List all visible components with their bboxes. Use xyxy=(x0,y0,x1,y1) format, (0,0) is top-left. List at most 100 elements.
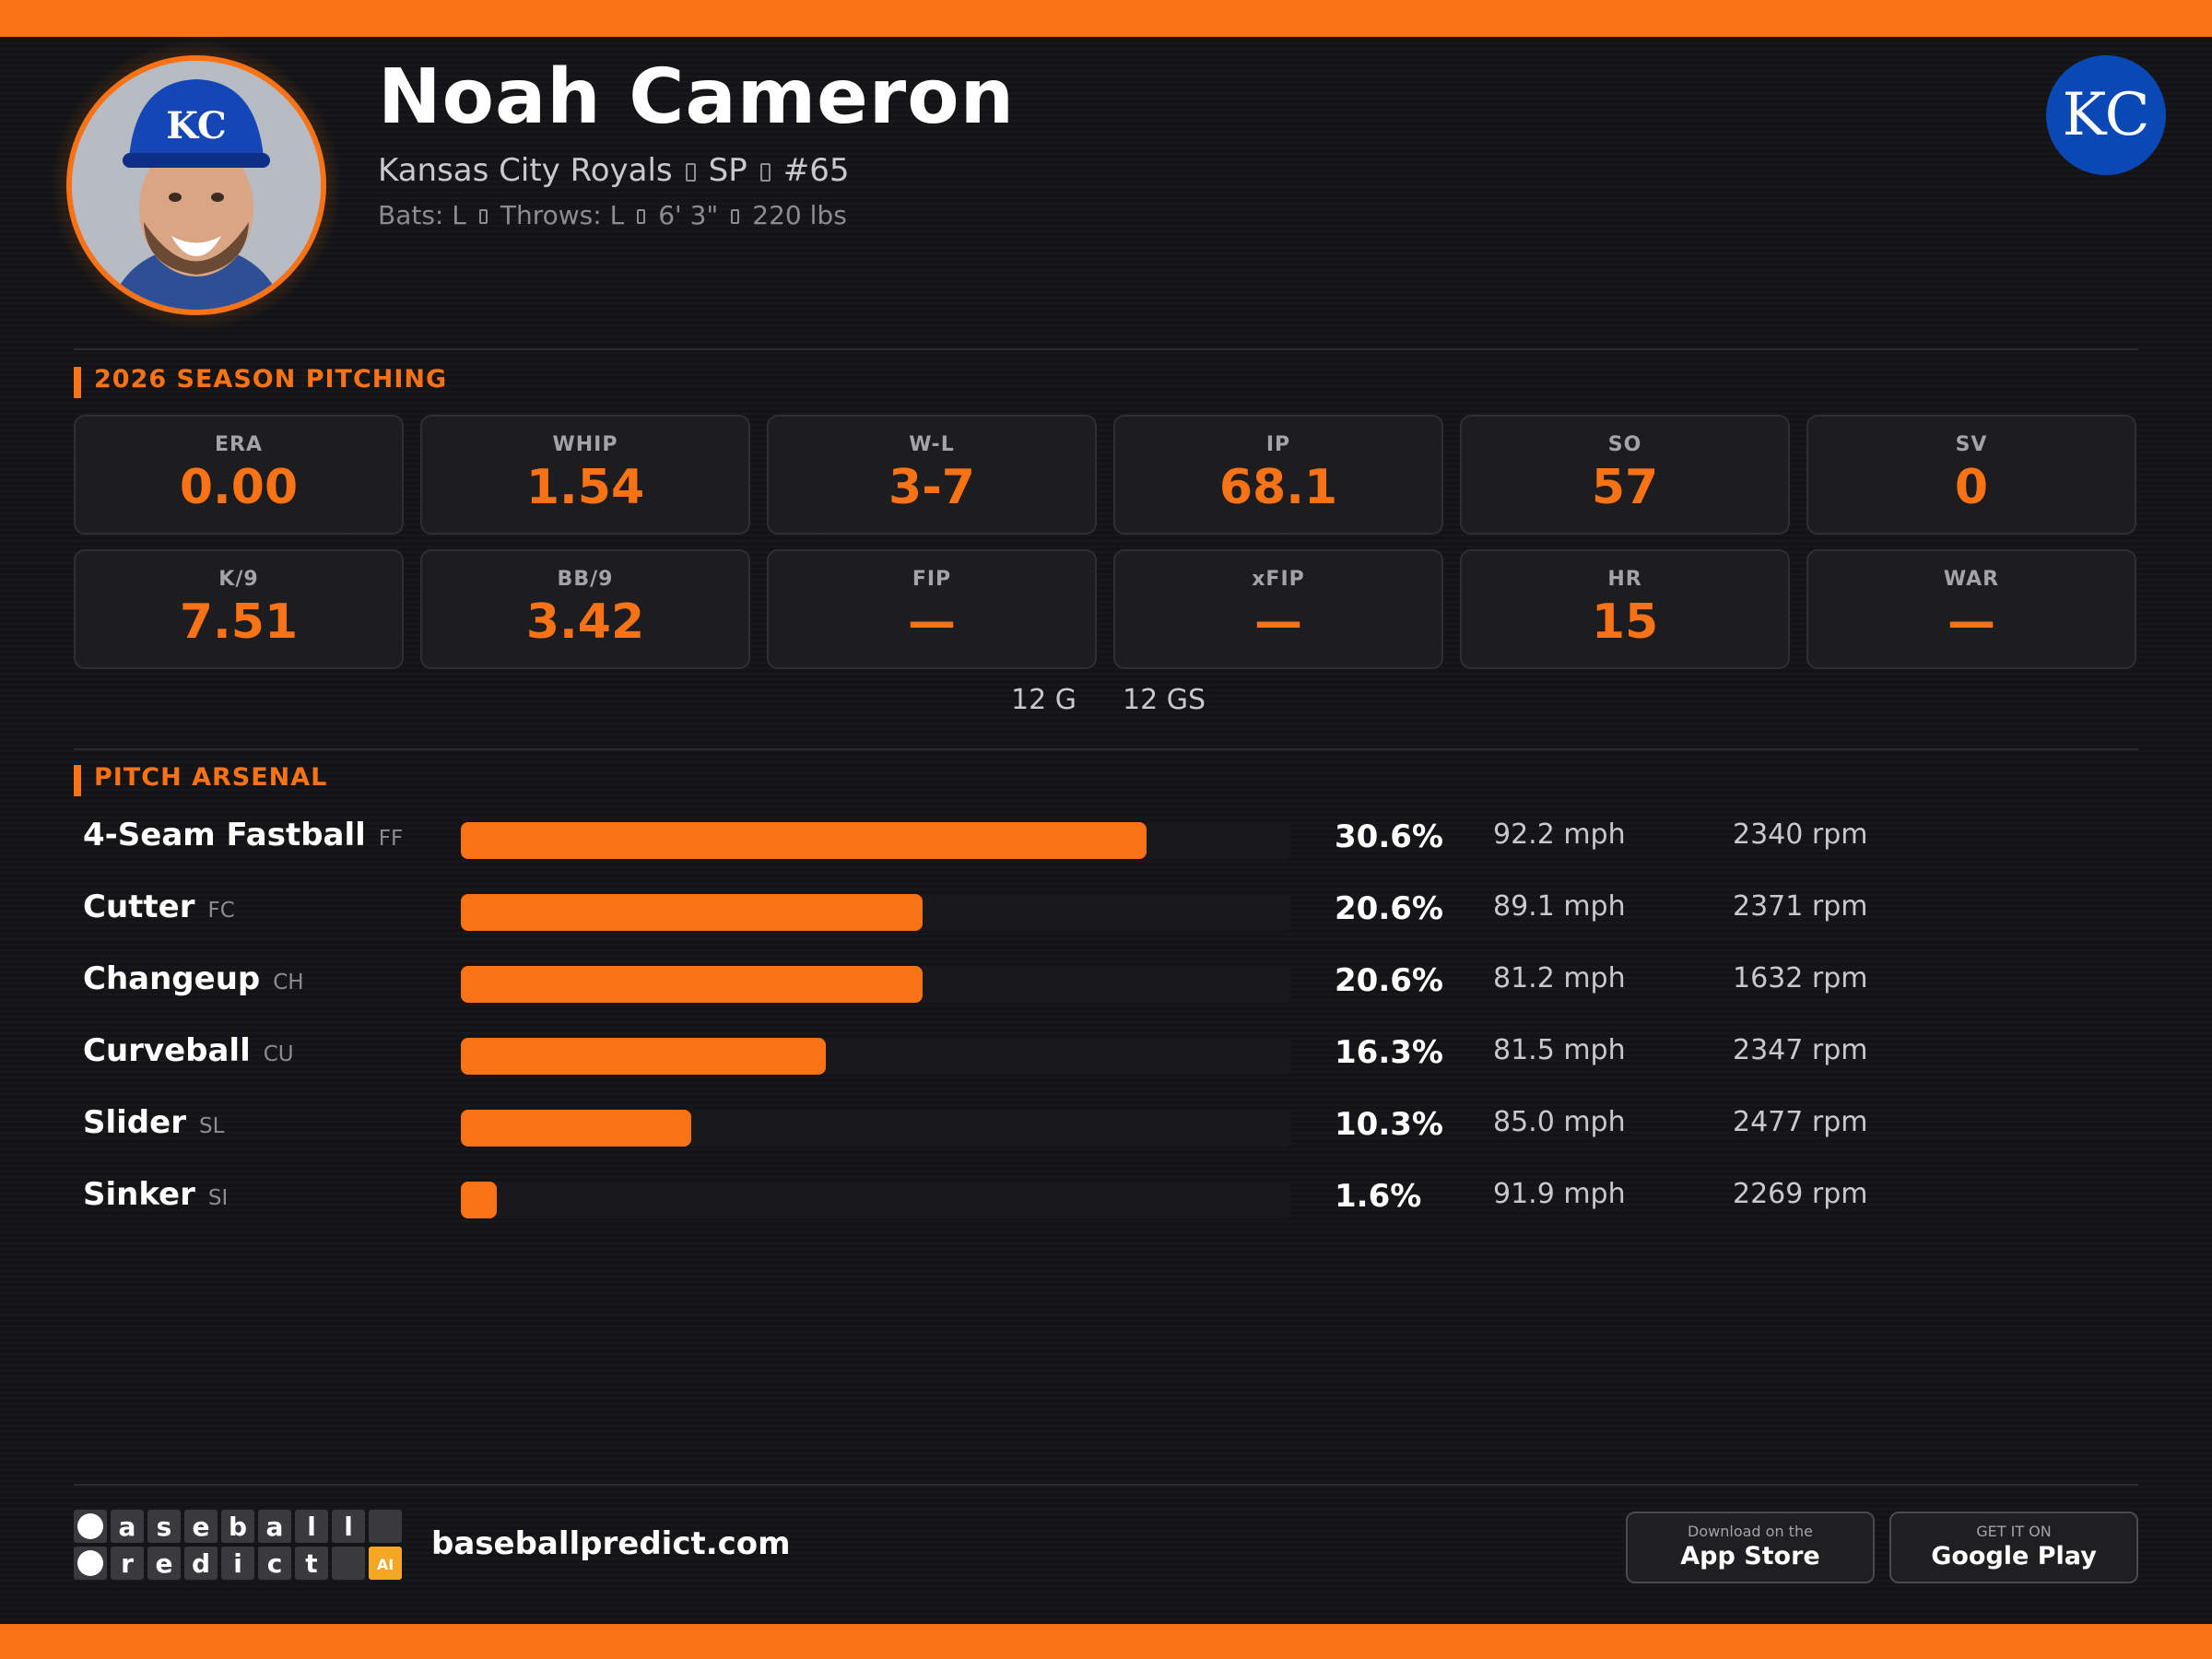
stat-label: BB/9 xyxy=(557,568,614,591)
pitch-name: Cutter FC xyxy=(83,888,235,925)
stat-label: K/9 xyxy=(218,568,259,591)
logo-letter: l xyxy=(344,1512,353,1542)
logo-tile xyxy=(295,1547,328,1580)
stat-value: 68.1 xyxy=(1218,460,1338,515)
player-avatar: KC xyxy=(66,55,326,315)
stat-label: SV xyxy=(1955,433,1988,456)
throws: Throws: L xyxy=(500,200,625,230)
weight: 220 lbs xyxy=(752,200,847,230)
team-name: Kansas City Royals xyxy=(378,152,673,189)
stat-label: xFIP xyxy=(1252,568,1305,591)
stat-card: xFIP — xyxy=(1113,549,1443,669)
separator-glyph xyxy=(637,209,646,224)
player-meta-primary: Kansas City Royals SP #65 xyxy=(378,152,849,189)
google-play-caption: GET IT ON xyxy=(1976,1523,2052,1540)
stat-card: IP 68.1 xyxy=(1113,415,1443,535)
usage-bar-fill xyxy=(461,894,923,931)
usage-bar-fill xyxy=(461,966,923,1003)
height: 6' 3" xyxy=(658,200,719,230)
stat-value: — xyxy=(1947,594,1995,650)
usage-bar-fill xyxy=(461,1038,827,1075)
google-play-button[interactable]: GET IT ON Google Play xyxy=(1889,1512,2138,1583)
pitch-spin-rate: 2347 rpm xyxy=(1733,1034,1868,1066)
stat-label: IP xyxy=(1265,433,1291,456)
pitch-name-label: Sinker xyxy=(83,1176,195,1213)
pitch-code: FC xyxy=(207,899,235,923)
cap-logo: KC xyxy=(166,104,227,147)
logo-tile xyxy=(258,1510,291,1543)
bats: Bats: L xyxy=(378,200,466,230)
baseball-icon xyxy=(77,1513,103,1539)
pitch-usage-pct: 20.6% xyxy=(1335,890,1443,927)
divider xyxy=(74,1484,2138,1486)
logo-letter: b xyxy=(229,1512,247,1542)
pitch-spin-rate: 1632 rpm xyxy=(1733,962,1868,994)
pitch-row: Slider SL 10.3% 85.0 mph 2477 rpm xyxy=(0,1097,2212,1152)
stat-card: BB/9 3.42 xyxy=(420,549,750,669)
logo-letter: s xyxy=(157,1512,172,1542)
usage-bar-track xyxy=(461,1182,1290,1218)
pitch-row: Cutter FC 20.6% 89.1 mph 2371 rpm xyxy=(0,881,2212,936)
stat-value: 3-7 xyxy=(888,460,975,515)
pitch-usage-pct: 20.6% xyxy=(1335,962,1443,999)
stat-label: WAR xyxy=(1943,568,2000,591)
games-played: 12 G xyxy=(1011,684,1077,716)
stat-card: K/9 7.51 xyxy=(74,549,404,669)
stat-value: 1.54 xyxy=(525,460,645,515)
stat-value: 15 xyxy=(1591,594,1659,650)
player-headshot-image: KC xyxy=(72,61,321,310)
top-accent-bar xyxy=(0,0,2212,37)
pitch-code: SI xyxy=(207,1186,229,1210)
site-url[interactable]: baseballpredict.com xyxy=(431,1525,791,1562)
separator-glyph xyxy=(759,162,771,182)
stat-value: 3.42 xyxy=(525,594,645,650)
pitch-usage-pct: 1.6% xyxy=(1335,1178,1422,1215)
stat-value: — xyxy=(908,594,956,650)
season-section-title: 2026 SEASON PITCHING xyxy=(74,365,447,398)
stat-label: W-L xyxy=(909,433,955,456)
ai-badge xyxy=(369,1547,402,1580)
pitch-name: Curveball CU xyxy=(83,1032,294,1069)
stat-card: FIP — xyxy=(767,549,1097,669)
pitch-spin-rate: 2477 rpm xyxy=(1733,1106,1868,1138)
usage-bar-fill xyxy=(461,822,1147,859)
divider xyxy=(74,748,2138,750)
stat-value: 0.00 xyxy=(179,460,299,515)
pitch-name: Sinker SI xyxy=(83,1176,228,1213)
logo-tile xyxy=(332,1547,365,1580)
usage-bar-track xyxy=(461,1110,1290,1147)
app-store-label: App Store xyxy=(1680,1542,1820,1571)
pitch-usage-pct: 16.3% xyxy=(1335,1034,1443,1071)
stat-card: W-L 3-7 xyxy=(767,415,1097,535)
ai-badge-text: AI xyxy=(377,1556,394,1573)
logo-letter: a xyxy=(119,1512,136,1542)
stat-card: SV 0 xyxy=(1806,415,2136,535)
pitch-velocity: 81.5 mph xyxy=(1493,1034,1626,1066)
usage-bar-track xyxy=(461,822,1290,859)
pitch-spin-rate: 2371 rpm xyxy=(1733,890,1868,923)
app-store-button[interactable]: Download on the App Store xyxy=(1626,1512,1875,1583)
pitch-row: Sinker SI 1.6% 91.9 mph 2269 rpm xyxy=(0,1169,2212,1224)
logo-tile xyxy=(184,1547,218,1580)
team-logo: KC xyxy=(2046,55,2166,175)
divider xyxy=(74,348,2138,350)
team-logo-text: KC xyxy=(2062,81,2149,149)
pitch-name-label: Changeup xyxy=(83,960,261,997)
pitch-velocity: 92.2 mph xyxy=(1493,818,1626,851)
pitch-velocity: 89.1 mph xyxy=(1493,890,1626,923)
stat-label: ERA xyxy=(215,433,263,456)
pitch-row: Curveball CU 16.3% 81.5 mph 2347 rpm xyxy=(0,1025,2212,1080)
position: SP xyxy=(708,152,747,189)
logo-letter: a xyxy=(266,1512,284,1542)
logo-tile xyxy=(111,1510,144,1543)
stat-label: HR xyxy=(1607,568,1642,591)
logo-tile xyxy=(258,1547,291,1580)
pitch-code: CH xyxy=(273,971,304,994)
stat-card: HR 15 xyxy=(1460,549,1790,669)
pitch-name-label: Slider xyxy=(83,1104,186,1141)
usage-bar-track xyxy=(461,966,1290,1003)
separator-glyph xyxy=(685,162,696,182)
pitch-spin-rate: 2340 rpm xyxy=(1733,818,1868,851)
pitch-velocity: 85.0 mph xyxy=(1493,1106,1626,1138)
logo-letter: e xyxy=(156,1548,173,1579)
